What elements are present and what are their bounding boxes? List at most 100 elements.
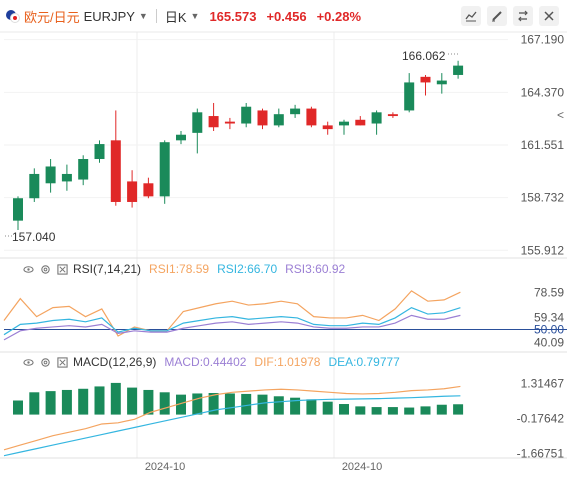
macd-tick-label: -0.17642 [517, 412, 565, 426]
candle-body [322, 125, 333, 130]
macd-bar [208, 392, 219, 415]
macd-bar [257, 394, 268, 415]
macd-tick-label: -1.66751 [517, 447, 565, 461]
candle-body [273, 114, 284, 126]
macd-bar [273, 396, 284, 415]
macd-bar [339, 404, 349, 415]
candle-body [45, 166, 56, 184]
candle-body [453, 65, 464, 75]
candle-body [143, 183, 154, 197]
price-axis: 167.190 164.370 161.551 158.732 155.912 [521, 33, 565, 258]
candle-body [436, 80, 447, 85]
candle-body [355, 119, 366, 126]
macd-bar [13, 400, 23, 415]
symbol-selector[interactable]: 欧元/日元 EURJPY ▼ [0, 7, 148, 26]
price-change-pct: +0.28% [316, 8, 362, 24]
x-tick-label: 2024-10 [145, 461, 185, 473]
price-tick-label: 155.912 [521, 243, 565, 257]
divider [155, 9, 157, 23]
rsi-line-1 [3, 290, 461, 337]
candle-body [159, 142, 170, 197]
macd-bar [224, 393, 235, 415]
low-annotation: 157.040 [12, 230, 56, 244]
eye-icon[interactable] [22, 356, 34, 368]
chart-grid [0, 31, 567, 459]
macd-bar [420, 406, 431, 415]
period-selector[interactable]: 日K [164, 9, 187, 25]
macd-label: MACD(12,26,9) [73, 355, 157, 369]
pair-name-cn: 欧元/日元 [24, 9, 80, 25]
rsi3-value: RSI3:60.92 [285, 262, 346, 276]
price-tick-label: 167.190 [521, 33, 565, 47]
macd-bar [127, 387, 138, 415]
price-tick-label: 158.732 [521, 191, 565, 205]
candle-body [290, 108, 301, 115]
rsi-label: RSI(7,14,21) [73, 262, 142, 276]
candle-body [241, 106, 252, 124]
macd-header: MACD(12,26,9) MACD:0.44402 DIF:1.01978 D… [22, 355, 400, 369]
candle-body [13, 198, 23, 221]
macd-bar [371, 407, 382, 415]
macd-bar [78, 388, 89, 415]
macd-bar [143, 389, 154, 415]
macd-bar [45, 391, 56, 415]
eye-icon[interactable] [22, 263, 34, 275]
candle-body [306, 108, 317, 126]
rsi-line-3 [3, 314, 461, 341]
price-tick-label: 164.370 [521, 85, 565, 99]
rsi-tick-label: 50.00 [534, 323, 564, 337]
rsi-tick-label: 59.34 [534, 311, 564, 325]
pair-code: EURJPY [83, 8, 135, 24]
compare-icon[interactable] [513, 6, 533, 26]
rsi-header: RSI(7,14,21) RSI1:78.59 RSI2:66.70 RSI3:… [22, 262, 345, 276]
high-annotation: 166.062 [402, 49, 446, 63]
delete-icon[interactable] [56, 263, 68, 275]
candle-body [94, 144, 105, 160]
settings-icon[interactable] [39, 356, 51, 368]
candle-body [78, 159, 89, 180]
macd-bar [241, 393, 252, 415]
macd-bar [290, 397, 301, 415]
delete-icon[interactable] [56, 356, 68, 368]
macd-bar [322, 401, 333, 415]
line-chart-icon[interactable] [461, 6, 481, 26]
candle-body [224, 121, 235, 124]
macd-bar [404, 407, 415, 415]
candle-body [404, 82, 415, 111]
macd-bar [453, 404, 464, 415]
candle-body [61, 173, 72, 182]
chevron-left-icon[interactable]: < [557, 108, 565, 122]
macd-histogram [13, 382, 464, 415]
price-change: +0.456 [266, 8, 307, 24]
rsi-series [3, 290, 567, 341]
candle-body [29, 173, 40, 199]
period-chevron-icon[interactable]: ▼ [190, 11, 200, 21]
candlestick-series [5, 53, 464, 237]
rsi-tick-label: 78.59 [534, 286, 564, 300]
macd-lines [3, 385, 461, 457]
settings-icon[interactable] [39, 263, 51, 275]
quote-header: 欧元/日元 EURJPY ▼ 日K ▼ 165.573 +0.456 +0.28… [0, 0, 567, 32]
candle-body [127, 181, 138, 202]
candle-body [371, 112, 382, 124]
dea-line [3, 395, 461, 457]
price-tick-label: 161.551 [521, 138, 565, 152]
candle-body [176, 134, 186, 141]
macd-bar [192, 393, 203, 415]
candle-body [257, 110, 268, 126]
rsi-line-2 [3, 306, 461, 336]
macd-bar [306, 399, 317, 415]
rsi1-value: RSI1:78.59 [149, 262, 210, 276]
candle-body [110, 140, 121, 202]
last-price: 165.573 [209, 8, 257, 24]
close-icon[interactable] [539, 6, 559, 26]
macd-bar [110, 382, 121, 415]
candle-body [339, 121, 349, 126]
macd-bar [436, 404, 447, 415]
pencil-icon[interactable] [487, 6, 507, 26]
macd-value: MACD:0.44402 [164, 355, 247, 369]
rsi-tick-label: 40.09 [534, 335, 564, 349]
macd-bar [176, 394, 186, 415]
